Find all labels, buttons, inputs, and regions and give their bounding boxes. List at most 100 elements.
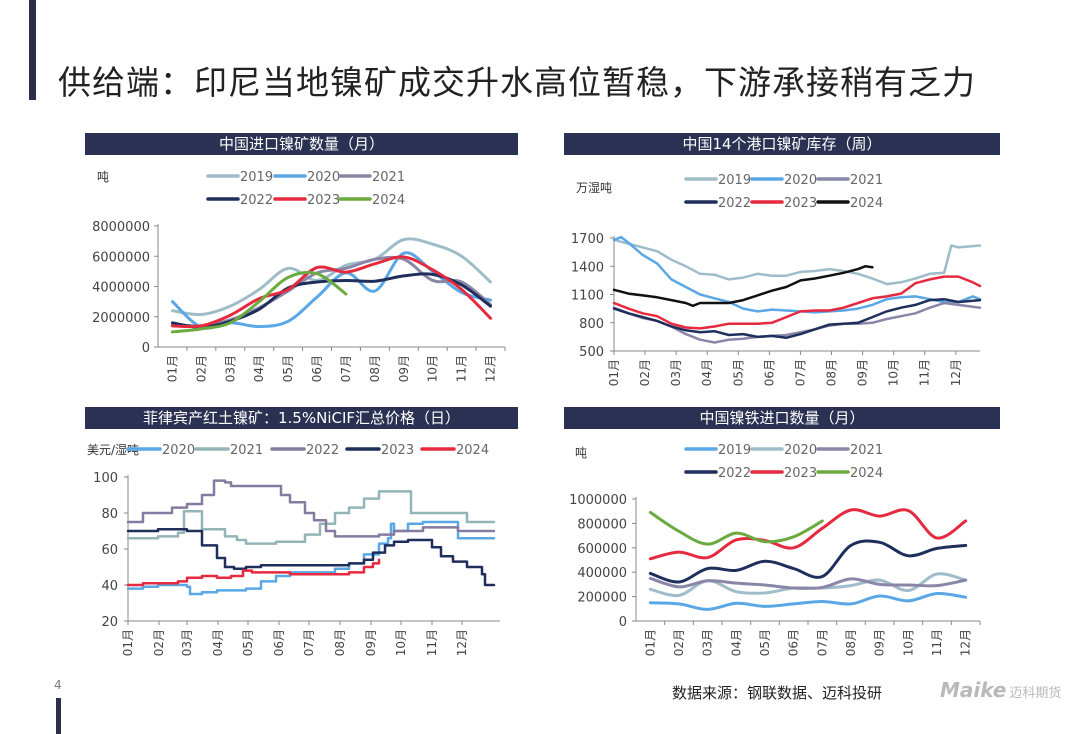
chart-2-title: 中国14个港口镍矿库存（周） — [564, 133, 1000, 155]
chart-3-series-2024-line — [126, 558, 381, 587]
chart-2-x-tick-label: 04月 — [700, 359, 714, 386]
chart-4-x-tick-label: 07月 — [815, 629, 829, 656]
chart-4-x-tick-label: 04月 — [729, 629, 743, 656]
logo-cn: 迈科期货 — [1009, 686, 1062, 701]
chart-4-legend-2022-label: 2022 — [718, 466, 751, 481]
chart-4-unit-label: 吨 — [575, 446, 587, 460]
chart-2-x-tick-label: 02月 — [638, 359, 652, 386]
chart-1-x-tick-label: 04月 — [252, 355, 266, 382]
chart-3-title: 菲律宾产红土镍矿：1.5%NiCIF汇总价格（日） — [85, 407, 518, 429]
chart-3-series-2021-line — [126, 490, 496, 545]
chart-1-legend-2023-label: 2023 — [307, 193, 340, 208]
chart-4-y-tick-label: 600000 — [577, 542, 627, 557]
chart-4-series-2024-line — [648, 510, 824, 546]
chart-4-series-2019-line — [648, 592, 968, 611]
chart-4-series-2023-line — [648, 508, 968, 561]
chart-2-x-tick-label: 06月 — [762, 359, 776, 386]
chart-1-x-tick-label: 01月 — [165, 355, 179, 382]
chart-4-x-tick-label: 01月 — [643, 629, 657, 656]
chart-4-legend-2020-label: 2020 — [784, 443, 817, 458]
chart-1-y-tick-label: 8000000 — [92, 220, 150, 235]
chart-3-x-tick-label: 05月 — [241, 629, 255, 656]
chart-4-y-tick-label: 0 — [619, 615, 627, 630]
page-accent-bar — [56, 698, 61, 734]
maike-logo: Maike 迈科期货 — [940, 678, 1061, 702]
chart-1-legend-2022-label: 2022 — [240, 193, 273, 208]
chart-2-legend-2024-label: 2024 — [850, 196, 883, 211]
chart-4-x-tick-label: 09月 — [873, 629, 887, 656]
chart-2-x-tick-label: 07月 — [793, 359, 807, 386]
chart-3-y-tick-label: 100 — [93, 471, 118, 486]
chart-4-x-tick-label: 03月 — [701, 629, 715, 656]
chart-3-y-tick-label: 20 — [101, 615, 118, 630]
chart-1-x-tick-label: 06月 — [310, 355, 324, 382]
chart-1-series-2024-line — [170, 270, 348, 334]
chart-1-x-tick-label: 08月 — [368, 355, 382, 382]
chart-3-legend-2021-label: 2021 — [230, 443, 263, 458]
chart-1-legend-2024-label: 2024 — [372, 193, 405, 208]
chart-2-y-tick-label: 1700 — [571, 232, 604, 247]
chart-4-x-tick-label: 11月 — [930, 629, 944, 656]
chart-1-series-2023-line — [170, 255, 493, 329]
chart-2-y-tick-label: 500 — [579, 345, 604, 360]
chart-4-y-tick-label: 400000 — [577, 566, 627, 581]
chart-4-x-tick-label: 10月 — [901, 629, 915, 656]
chart-1-x-tick-label: 09月 — [397, 355, 411, 382]
chart-1-title: 中国进口镍矿数量（月） — [85, 133, 518, 155]
chart-2-x-tick-label: 12月 — [949, 359, 963, 386]
chart-1-legend-2021-label: 2021 — [372, 170, 405, 185]
chart-3-x-tick-label: 04月 — [211, 629, 225, 656]
chart-4-y-tick-label: 800000 — [577, 517, 627, 532]
chart-1-x-tick-label: 05月 — [281, 355, 295, 382]
chart-2-x-tick-label: 10月 — [887, 359, 901, 386]
chart-3-x-tick-label: 01月 — [121, 629, 135, 656]
chart-4-title: 中国镍铁进口数量（月） — [564, 407, 1000, 429]
chart-1-y-tick-label: 4000000 — [92, 281, 150, 296]
chart-4-series-2022-line — [648, 539, 968, 584]
chart-2-x-tick-label: 08月 — [825, 359, 839, 386]
chart-2-series-2020-line — [612, 235, 982, 314]
chart-2-legend-2019-label: 2019 — [718, 173, 751, 188]
chart-2-unit-label: 万湿吨 — [576, 180, 612, 195]
chart-2-x-tick-label: 05月 — [731, 359, 745, 386]
chart-1-x-tick-label: 03月 — [223, 355, 237, 382]
chart-2-x-tick-label: 09月 — [856, 359, 870, 386]
chart-3-x-tick-label: 09月 — [364, 629, 378, 656]
chart-3-series-2022-line — [126, 479, 496, 538]
chart-4-x-tick-label: 05月 — [758, 629, 772, 656]
chart-3-series-2023-line — [126, 527, 496, 587]
chart-4-x-tick-label: 08月 — [844, 629, 858, 656]
chart-2-legend-2022-label: 2022 — [718, 196, 751, 211]
chart-1-legend-2019-label: 2019 — [240, 170, 273, 185]
chart-4-legend-2024-label: 2024 — [850, 466, 883, 481]
chart-3-unit-label: 美元/湿吨 — [87, 442, 139, 457]
chart-1-y-tick-label: 0 — [142, 341, 150, 356]
chart-3-y-tick-label: 60 — [101, 543, 118, 558]
chart-2-x-tick-label: 11月 — [918, 359, 932, 386]
chart-1-x-tick-label: 11月 — [455, 355, 469, 382]
chart-3-x-tick-label: 03月 — [180, 629, 194, 656]
chart-1-y-tick-label: 6000000 — [92, 250, 150, 265]
chart-3-x-tick-label: 07月 — [302, 629, 316, 656]
chart-3-x-tick-label: 12月 — [455, 629, 469, 656]
chart-3-x-tick-label: 06月 — [272, 629, 286, 656]
chart-3-y-tick-label: 40 — [101, 579, 118, 594]
chart-3-x-tick-label: 08月 — [333, 629, 347, 656]
chart-4-x-tick-label: 02月 — [672, 629, 686, 656]
chart-2-series-2023-line — [612, 275, 982, 330]
chart-1-series-2019-line — [170, 237, 493, 317]
slide-title: 供给端：印尼当地镍矿成交升水高位暂稳，下游承接稍有乏力 — [58, 63, 976, 102]
chart-1-series-2020-line — [170, 251, 493, 330]
chart-1-x-tick-label: 07月 — [339, 355, 353, 382]
chart-1-x-tick-label: 02月 — [194, 355, 208, 382]
chart-3-legend-2024-label: 2024 — [456, 443, 489, 458]
chart-2-series-2022-line — [612, 297, 982, 340]
chart-1-x-tick-label: 12月 — [484, 355, 498, 382]
chart-1-y-tick-label: 2000000 — [92, 311, 150, 326]
chart-3-y-tick-label: 80 — [101, 507, 118, 522]
chart-2-x-tick-label: 01月 — [607, 359, 621, 386]
chart-1-legend-2020-label: 2020 — [307, 170, 340, 185]
chart-3-x-tick-label: 10月 — [394, 629, 408, 656]
chart-4-y-tick-label: 1000000 — [569, 493, 627, 508]
